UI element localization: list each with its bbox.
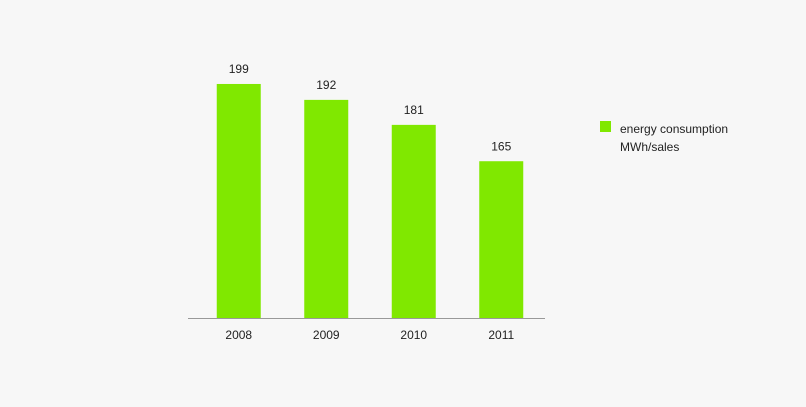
- value-label: 181: [404, 103, 424, 117]
- legend-label: energy consumption MWh/sales: [620, 122, 729, 154]
- value-label: 192: [316, 78, 336, 92]
- x-tick-label: 2009: [313, 328, 340, 342]
- bar: [479, 161, 524, 318]
- bar: [391, 124, 436, 318]
- bar: [216, 83, 261, 319]
- legend-swatch: [600, 121, 611, 132]
- x-tick-label: 2008: [225, 328, 252, 342]
- x-tick-label: 2011: [488, 328, 514, 342]
- bar: [304, 99, 349, 318]
- value-label: 199: [229, 62, 249, 76]
- value-label: 165: [491, 139, 511, 153]
- x-tick-label: 2010: [400, 328, 427, 342]
